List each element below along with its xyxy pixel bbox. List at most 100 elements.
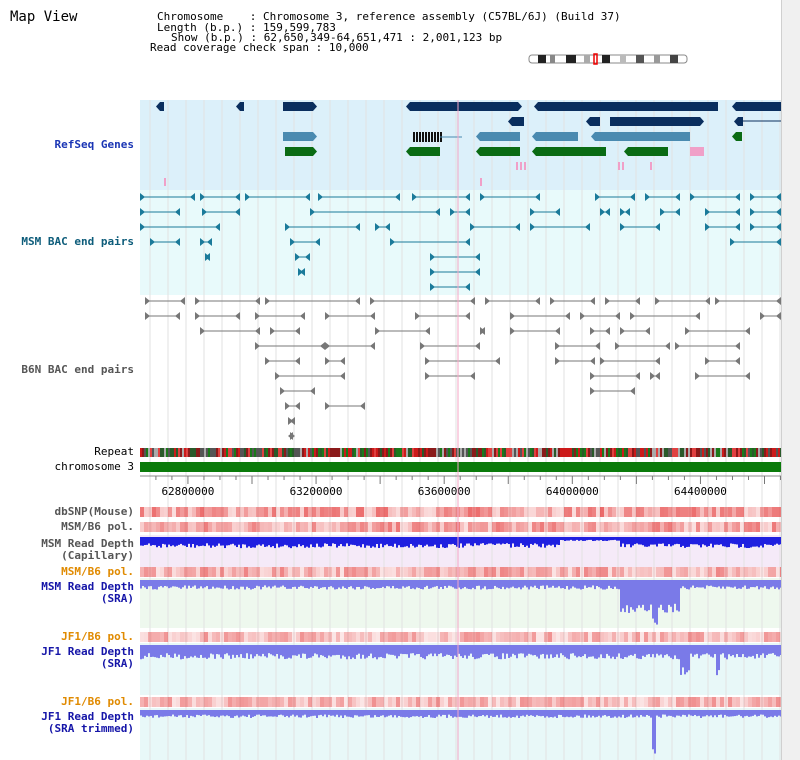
vertical-scrollbar[interactable]: [781, 0, 800, 760]
read-depth-bar: [676, 645, 678, 659]
repeat-segment: [466, 448, 468, 457]
polymorphism-cell: [320, 522, 324, 532]
gene-exon[interactable]: [416, 132, 418, 142]
read-depth-bar: [732, 580, 734, 588]
read-depth-bar: [176, 580, 178, 587]
chromosome-3-bar[interactable]: [140, 462, 781, 472]
polymorphism-cell: [384, 632, 388, 642]
gene-exon[interactable]: [413, 132, 415, 142]
gene-exon[interactable]: [425, 132, 427, 142]
polymorphism-cell: [292, 632, 296, 642]
polymorphism-cell: [464, 522, 468, 532]
repeat-segment: [440, 448, 442, 457]
gene-exon[interactable]: [736, 132, 742, 141]
b6n-bac-track[interactable]: [145, 297, 781, 440]
gene-exon[interactable]: [434, 132, 436, 142]
gene-exon[interactable]: [590, 117, 600, 126]
read-depth-bar: [558, 710, 560, 715]
polymorphism-cell: [344, 507, 348, 517]
read-depth-bar: [650, 710, 652, 718]
gene-exon[interactable]: [480, 147, 520, 156]
polymorphism-heat-tracks[interactable]: [140, 507, 781, 707]
read-depth-bar: [206, 645, 208, 659]
gene-exon[interactable]: [536, 147, 606, 156]
gene-exon[interactable]: [419, 132, 421, 142]
polymorphism-cell: [296, 567, 300, 577]
gene-exon[interactable]: [431, 132, 433, 142]
bac-end-marker: [360, 402, 365, 410]
polymorphism-cell: [692, 632, 696, 642]
chromosome-ideogram[interactable]: [528, 53, 690, 65]
gene-strand-arrow: [624, 147, 628, 156]
gene-exon[interactable]: [538, 102, 718, 111]
gene-exon[interactable]: [240, 102, 244, 111]
chromosome-bar[interactable]: [140, 462, 781, 472]
read-depth-bar: [690, 645, 692, 654]
read-depth-bar: [602, 645, 604, 659]
polymorphism-cell: [232, 507, 236, 517]
bac-end-marker: [425, 372, 430, 380]
polymorphism-cell: [760, 507, 764, 517]
polymorphism-cell: [596, 567, 600, 577]
gene-exon[interactable]: [160, 102, 164, 111]
read-depth-bar: [328, 710, 330, 715]
gene-exon[interactable]: [512, 117, 524, 126]
read-depth-tracks[interactable]: [140, 537, 781, 754]
polymorphism-cell: [608, 567, 612, 577]
gene-exon[interactable]: [595, 132, 690, 141]
gene-exon[interactable]: [437, 132, 439, 142]
read-depth-bar: [382, 710, 384, 716]
refseq-gene-track[interactable]: [156, 102, 781, 186]
gene-exon[interactable]: [422, 132, 424, 142]
gene-exon[interactable]: [283, 132, 313, 141]
polymorphism-cell: [708, 632, 712, 642]
gene-exon[interactable]: [738, 117, 743, 126]
polymorphism-cell: [396, 567, 400, 577]
read-depth-bar: [494, 580, 496, 586]
gene-exon[interactable]: [283, 102, 313, 111]
read-depth-bar: [564, 537, 566, 541]
polymorphism-cell: [292, 507, 296, 517]
read-depth-bar: [754, 580, 756, 588]
read-depth-bar: [514, 645, 516, 656]
gene-exon[interactable]: [736, 102, 781, 111]
gene-exon[interactable]: [285, 147, 313, 156]
read-depth-bar: [194, 537, 196, 548]
axis-tick-label: 64400000: [674, 485, 727, 498]
read-depth-bar: [776, 580, 778, 588]
read-depth-bar: [292, 645, 294, 656]
read-depth-bar: [726, 645, 728, 660]
gene-exon[interactable]: [690, 147, 704, 156]
read-depth-bar: [326, 537, 328, 544]
genome-track-panel[interactable]: 62800000 63200000 63600000 64000000 64400000: [140, 0, 781, 760]
polymorphism-cell: [616, 632, 620, 642]
polymorphism-cell: [624, 522, 628, 532]
read-depth-bar: [422, 645, 424, 659]
gene-exon[interactable]: [478, 102, 518, 111]
polymorphism-cell: [356, 567, 360, 577]
gene-exon[interactable]: [410, 147, 440, 156]
gene-exon[interactable]: [610, 117, 700, 126]
gene-exon[interactable]: [428, 132, 430, 142]
read-depth-bar: [194, 645, 196, 656]
bac-end-marker: [615, 312, 620, 320]
gene-exon[interactable]: [410, 102, 490, 111]
show-key: Show (b.p.): [171, 31, 244, 44]
read-depth-bar: [256, 710, 258, 715]
repeat-segment: [778, 448, 780, 457]
read-depth-bar: [604, 645, 606, 659]
polymorphism-cell: [304, 522, 308, 532]
gene-exon[interactable]: [480, 132, 520, 141]
repeat-track[interactable]: [140, 448, 781, 457]
msm-bac-track[interactable]: [140, 193, 781, 291]
gene-exon[interactable]: [536, 132, 578, 141]
polymorphism-cell: [304, 567, 308, 577]
gene-exon[interactable]: [628, 147, 668, 156]
read-depth-bar: [440, 580, 442, 587]
read-depth-bar: [352, 537, 354, 545]
read-depth-bar: [468, 580, 470, 590]
bac-end-marker: [475, 268, 480, 276]
read-depth-bar: [412, 580, 414, 589]
polymorphism-cell: [576, 522, 580, 532]
read-depth-bar: [384, 537, 386, 546]
